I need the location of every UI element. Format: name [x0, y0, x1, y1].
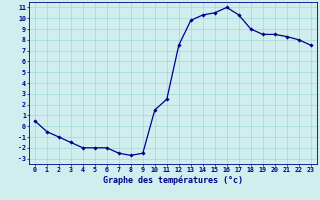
X-axis label: Graphe des températures (°c): Graphe des températures (°c)	[103, 176, 243, 185]
